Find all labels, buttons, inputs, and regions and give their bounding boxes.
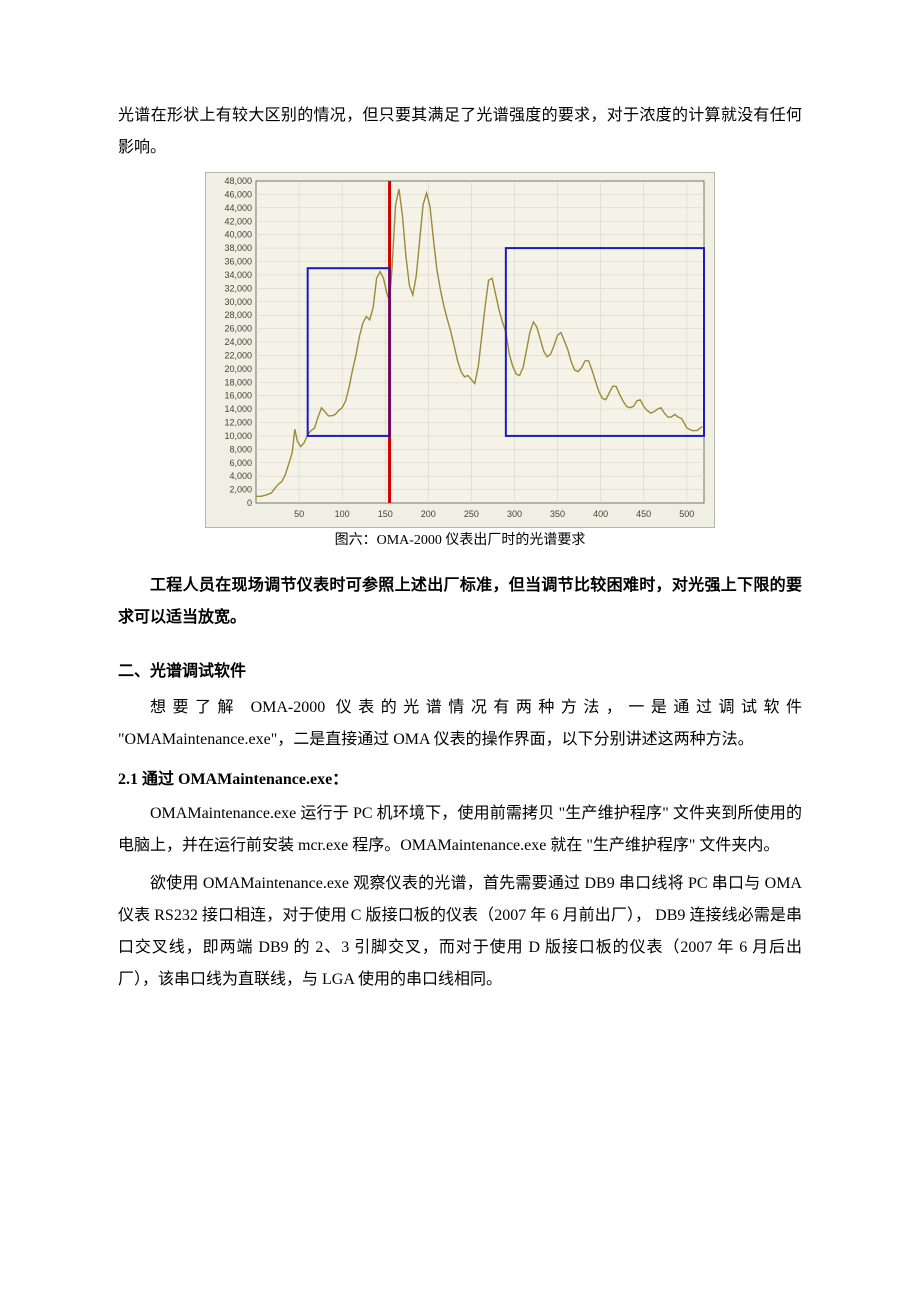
svg-text:32,000: 32,000 xyxy=(224,283,252,293)
svg-text:16,000: 16,000 xyxy=(224,391,252,401)
svg-text:500: 500 xyxy=(679,509,694,519)
svg-text:200: 200 xyxy=(421,509,436,519)
section-heading: 二、光谱调试软件 xyxy=(118,656,802,688)
svg-text:10,000: 10,000 xyxy=(224,431,252,441)
svg-text:100: 100 xyxy=(335,509,350,519)
svg-text:24,000: 24,000 xyxy=(224,337,252,347)
paragraph-p3: 想要了解 OMA-2000 仪表的光谱情况有两种方法，一是通过调试软件 "OMA… xyxy=(118,692,802,756)
spectrum-chart: 0 2,000 4,000 6,000 8,000 10,000 12,000 14,000 1… xyxy=(210,177,710,525)
svg-text:300: 300 xyxy=(507,509,522,519)
chart-caption: 图六：OMA-2000 仪表出厂时的光谱要求 xyxy=(205,530,715,552)
chart-container: 0 2,000 4,000 6,000 8,000 10,000 12,000 14,000 1… xyxy=(205,172,715,552)
paragraph-bold-note: 工程人员在现场调节仪表时可参照上述出厂标准，但当调节比较困难时，对光强上下限的要… xyxy=(118,570,802,634)
svg-text:0: 0 xyxy=(247,498,252,508)
svg-text:48,000: 48,000 xyxy=(224,177,252,186)
svg-text:38,000: 38,000 xyxy=(224,243,252,253)
svg-text:450: 450 xyxy=(636,509,651,519)
svg-text:18,000: 18,000 xyxy=(224,377,252,387)
svg-text:2,000: 2,000 xyxy=(229,485,252,495)
svg-text:20,000: 20,000 xyxy=(224,364,252,374)
svg-text:40,000: 40,000 xyxy=(224,230,252,240)
svg-text:50: 50 xyxy=(294,509,304,519)
paragraph-p5: 欲使用 OMAMaintenance.exe 观察仪表的光谱，首先需要通过 DB… xyxy=(118,868,802,996)
svg-text:30,000: 30,000 xyxy=(224,297,252,307)
svg-text:34,000: 34,000 xyxy=(224,270,252,280)
svg-text:46,000: 46,000 xyxy=(224,189,252,199)
svg-text:400: 400 xyxy=(593,509,608,519)
svg-text:150: 150 xyxy=(378,509,393,519)
svg-text:12,000: 12,000 xyxy=(224,418,252,428)
paragraph-p4: OMAMaintenance.exe 运行于 PC 机环境下，使用前需拷贝 "生… xyxy=(118,798,802,862)
svg-text:28,000: 28,000 xyxy=(224,310,252,320)
svg-text:26,000: 26,000 xyxy=(224,324,252,334)
svg-text:350: 350 xyxy=(550,509,565,519)
svg-text:6,000: 6,000 xyxy=(229,458,252,468)
paragraph-intro: 光谱在形状上有较大区别的情况，但只要其满足了光谱强度的要求，对于浓度的计算就没有… xyxy=(118,100,802,164)
svg-text:14,000: 14,000 xyxy=(224,404,252,414)
svg-text:4,000: 4,000 xyxy=(229,471,252,481)
svg-text:36,000: 36,000 xyxy=(224,257,252,267)
svg-text:42,000: 42,000 xyxy=(224,216,252,226)
subsection-heading: 2.1 通过 OMAMaintenance.exe： xyxy=(118,764,802,796)
chart-frame: 0 2,000 4,000 6,000 8,000 10,000 12,000 14,000 1… xyxy=(205,172,715,528)
svg-text:8,000: 8,000 xyxy=(229,444,252,454)
svg-text:250: 250 xyxy=(464,509,479,519)
svg-text:44,000: 44,000 xyxy=(224,203,252,213)
svg-text:22,000: 22,000 xyxy=(224,350,252,360)
